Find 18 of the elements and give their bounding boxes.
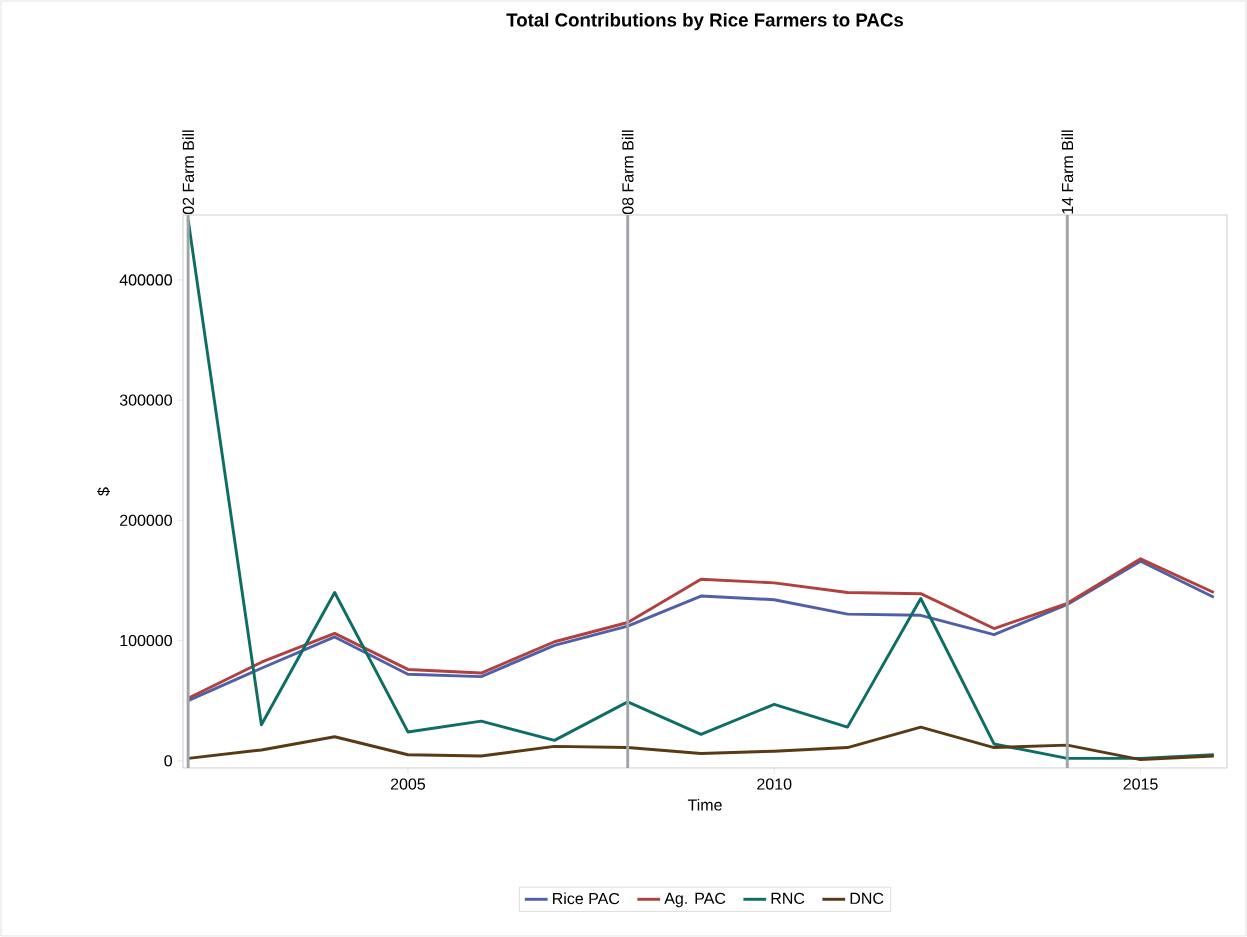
x-tick-label: 2005 (390, 778, 426, 790)
y-tick-label: 0 (164, 755, 173, 767)
y-tick-label: 200000 (120, 514, 172, 526)
ref-line-label: 14 Farm Bill (1061, 130, 1074, 214)
x-axis-title: Time (687, 798, 722, 811)
x-tick-label: 2015 (1123, 778, 1158, 790)
y-tick-label: 300000 (119, 394, 172, 406)
y-tick-label: 100000 (120, 634, 172, 647)
ref-line-label: 08 Farm Bill (621, 130, 634, 215)
legend-label: Ag. PAC (664, 892, 726, 908)
y-axis-title: $ (97, 487, 111, 496)
legend-label: Rice PAC (553, 892, 620, 905)
legend-label: RNC (771, 892, 805, 905)
x-tick-label: 2010 (757, 778, 792, 790)
legend-label: DNC (850, 892, 884, 905)
y-tick-label: 400000 (119, 274, 172, 286)
chart-title: Total Contributions by Rice Farmers to PACs (506, 12, 904, 31)
ref-line-label: 02 Farm Bill (182, 130, 194, 215)
